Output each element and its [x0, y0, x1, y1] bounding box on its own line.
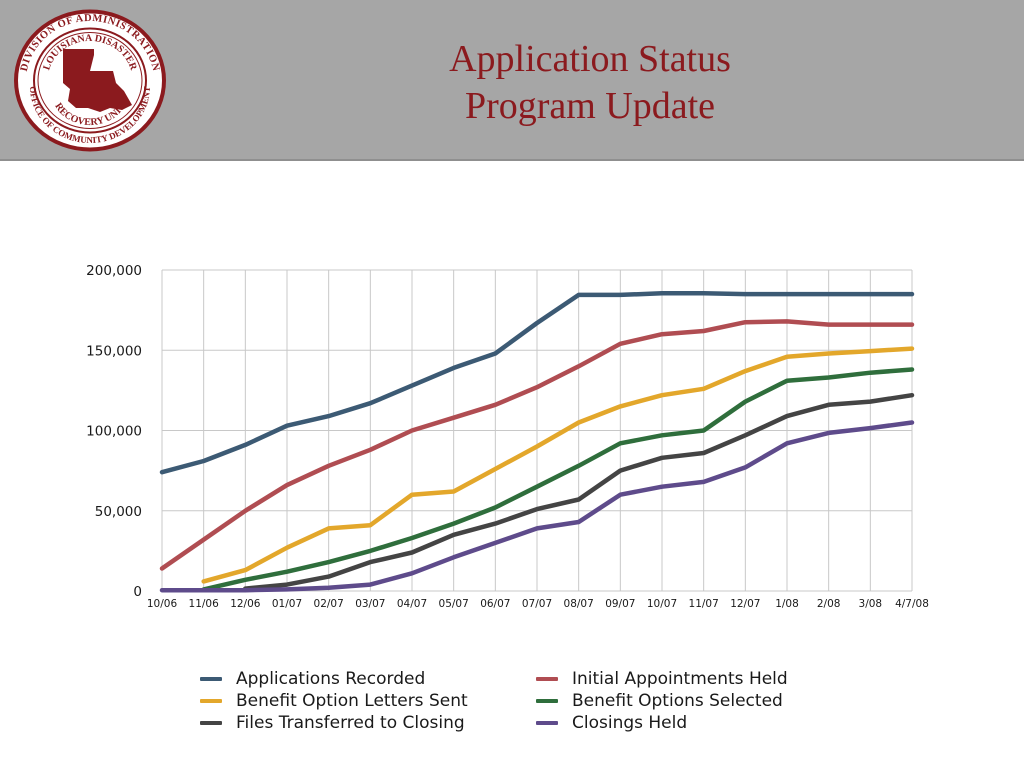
x-tick-label: 01/07	[272, 598, 302, 610]
x-tick-label: 10/07	[647, 598, 677, 610]
y-tick-label: 50,000	[95, 504, 142, 520]
legend-item: Benefit Option Letters Sent	[200, 690, 468, 712]
legend-item: Initial Appointments Held	[536, 668, 788, 690]
series-line-2	[159, 319, 915, 571]
x-tick-label: 03/07	[355, 598, 385, 610]
page-title: Application Status Program Update	[300, 36, 880, 130]
legend-swatch	[200, 699, 222, 703]
series-line-1	[159, 291, 915, 475]
legend-item: Files Transferred to Closing	[200, 712, 465, 734]
line-chart: 0 50,000 100,000 150,000 200,000 10/06 11/06 12…	[86, 263, 929, 610]
x-tick-label: 3/08	[859, 598, 883, 610]
x-tick-label: 12/07	[730, 598, 760, 610]
y-tick-label: 0	[133, 584, 142, 600]
legend-swatch	[200, 721, 222, 725]
y-tick-label: 150,000	[86, 343, 142, 359]
legend-item: Applications Recorded	[200, 668, 425, 690]
series-line-5	[243, 392, 915, 591]
series-line-3	[201, 346, 915, 584]
legend-label: Benefit Options Selected	[572, 691, 783, 711]
chart-legend: Applications Recorded Initial Appointment…	[200, 668, 840, 740]
series-line-6	[159, 420, 915, 593]
legend-label: Benefit Option Letters Sent	[236, 691, 468, 711]
x-tick-label: 4/7/08	[895, 598, 929, 610]
x-tick-label: 07/07	[522, 598, 552, 610]
x-tick-label: 11/06	[189, 598, 220, 610]
legend-item: Benefit Options Selected	[536, 690, 783, 712]
x-tick-label: 11/07	[689, 598, 719, 610]
legend-swatch	[536, 699, 558, 703]
x-tick-label: 05/07	[439, 598, 469, 610]
x-tick-label: 12/06	[230, 598, 261, 610]
legend-swatch	[536, 721, 558, 725]
x-tick-label: 06/07	[480, 598, 510, 610]
y-tick-label: 200,000	[86, 263, 142, 279]
x-tick-label: 1/08	[775, 598, 799, 610]
header-divider	[0, 159, 1024, 161]
legend-label: Applications Recorded	[236, 669, 426, 689]
legend-label: Files Transferred to Closing	[236, 713, 465, 733]
legend-swatch	[200, 677, 222, 681]
y-tick-label: 100,000	[86, 424, 142, 440]
chart-series	[159, 291, 915, 593]
legend-item: Closings Held	[536, 712, 687, 734]
title-line-1: Application Status	[449, 38, 731, 80]
legend-label: Closings Held	[572, 713, 688, 733]
chart-axes: 0 50,000 100,000 150,000 200,000 10/06 11/06 12…	[86, 263, 929, 610]
x-tick-label: 09/07	[605, 598, 635, 610]
slide-header	[0, 0, 1024, 160]
x-tick-label: 2/08	[817, 598, 841, 610]
x-tick-label: 04/07	[397, 598, 427, 610]
series-line-4	[201, 367, 915, 592]
x-tick-label: 08/07	[564, 598, 594, 610]
title-line-2: Program Update	[464, 85, 716, 127]
x-tick-label: 02/07	[314, 598, 344, 610]
x-tick-label: 10/06	[147, 598, 178, 610]
legend-swatch	[536, 677, 558, 681]
legend-label: Initial Appointments Held	[572, 669, 788, 689]
louisiana-recovery-seal-logo: DIVISION OF ADMINISTRATION OFFICE OF COM…	[14, 9, 166, 152]
